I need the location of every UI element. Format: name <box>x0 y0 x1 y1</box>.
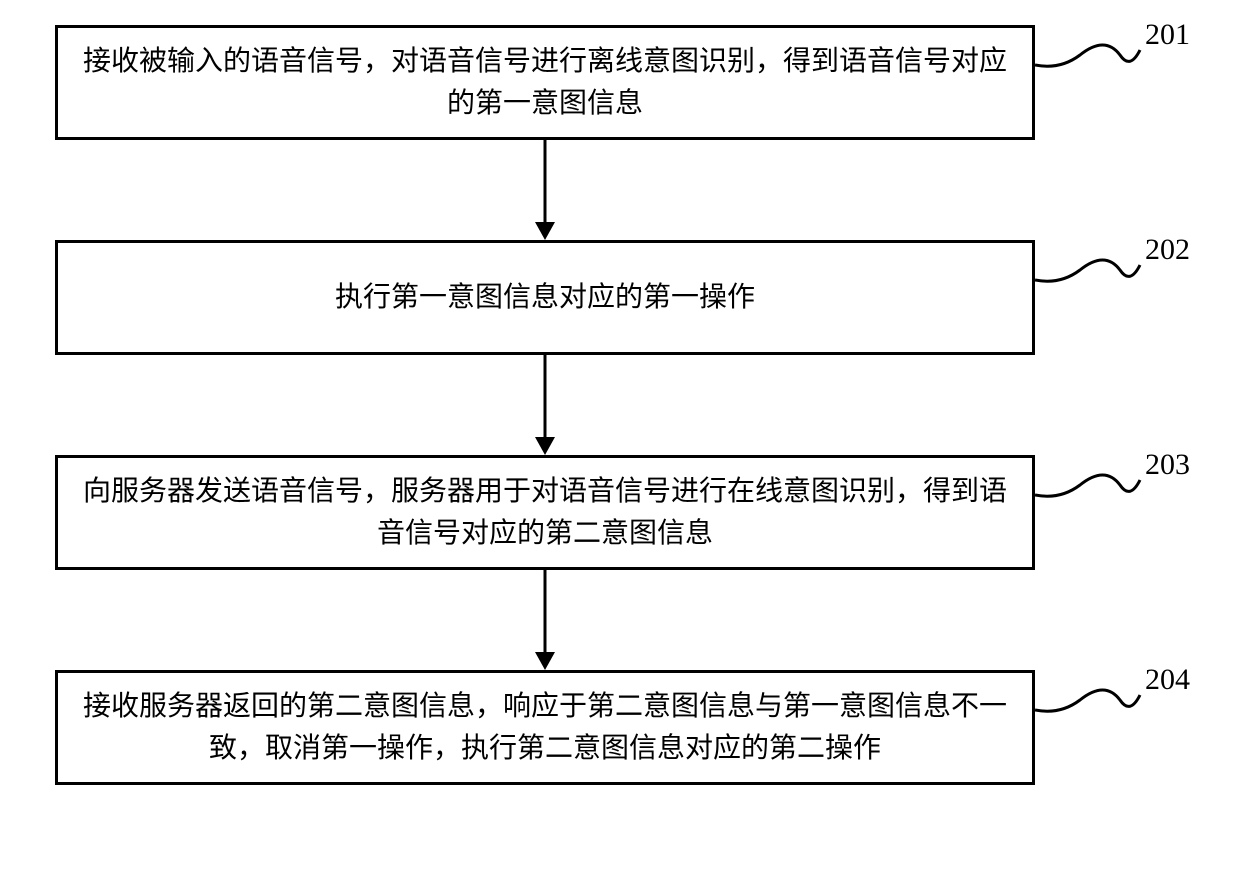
flowchart-box-text: 执行第一意图信息对应的第一操作 <box>335 277 755 319</box>
arrow-line <box>544 140 547 222</box>
arrow-line <box>544 355 547 437</box>
flowchart-box-202: 执行第一意图信息对应的第一操作 <box>55 240 1035 355</box>
callout-203 <box>1035 450 1145 520</box>
arrow-line <box>544 570 547 652</box>
flowchart-box-text: 接收被输入的语音信号，对语音信号进行离线意图识别，得到语音信号对应的第一意图信息 <box>78 41 1012 125</box>
step-label-202: 202 <box>1145 233 1190 267</box>
callout-201 <box>1035 20 1145 90</box>
step-label-203: 203 <box>1145 448 1190 482</box>
arrow-head <box>535 652 555 670</box>
flowchart-box-204: 接收服务器返回的第二意图信息，响应于第二意图信息与第一意图信息不一致，取消第一操… <box>55 670 1035 785</box>
flowchart-box-text: 接收服务器返回的第二意图信息，响应于第二意图信息与第一意图信息不一致，取消第一操… <box>78 686 1012 770</box>
step-label-204: 204 <box>1145 663 1190 697</box>
flowchart-box-203: 向服务器发送语音信号，服务器用于对语音信号进行在线意图识别，得到语音信号对应的第… <box>55 455 1035 570</box>
flowchart-box-text: 向服务器发送语音信号，服务器用于对语音信号进行在线意图识别，得到语音信号对应的第… <box>78 471 1012 555</box>
flowchart-box-201: 接收被输入的语音信号，对语音信号进行离线意图识别，得到语音信号对应的第一意图信息 <box>55 25 1035 140</box>
arrow-head <box>535 222 555 240</box>
step-label-201: 201 <box>1145 18 1190 52</box>
arrow-head <box>535 437 555 455</box>
callout-202 <box>1035 235 1145 305</box>
callout-204 <box>1035 665 1145 735</box>
flowchart-container: 接收被输入的语音信号，对语音信号进行离线意图识别，得到语音信号对应的第一意图信息… <box>0 0 1240 876</box>
